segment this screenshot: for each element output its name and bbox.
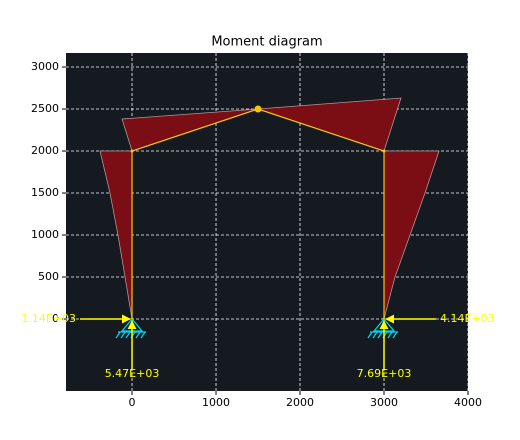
y-tick-label: 1500: [31, 186, 59, 199]
y-tick-label: 2000: [31, 144, 59, 157]
y-tick-label: 1000: [31, 228, 59, 241]
hinge: [254, 105, 262, 113]
reaction-label: 5.47E+03: [105, 367, 160, 380]
reaction-label: 7.69E+03: [357, 367, 412, 380]
support-hatch: [140, 331, 146, 339]
x-tick-label: 1000: [202, 396, 230, 409]
support-hatch: [377, 331, 383, 339]
node: [382, 149, 386, 153]
y-tick-label: 3000: [31, 60, 59, 73]
node: [130, 149, 134, 153]
support-hatch: [120, 331, 126, 339]
support-hatch: [125, 331, 131, 339]
x-tick-label: 4000: [454, 396, 482, 409]
support-hatch: [135, 331, 141, 339]
chart-title: Moment diagram: [211, 35, 322, 50]
support-hatch: [392, 331, 398, 339]
x-tick-label: 2000: [286, 396, 314, 409]
support-hatch: [115, 331, 121, 339]
support-hatch: [372, 331, 378, 339]
x-tick-label: 0: [129, 396, 136, 409]
reaction-label: 4.14E+03: [440, 312, 495, 325]
y-tick-label: 500: [38, 270, 59, 283]
support-hatch: [367, 331, 373, 339]
y-tick-label: 0: [52, 312, 59, 325]
y-tick-label: 2500: [31, 102, 59, 115]
support-hatch: [387, 331, 393, 339]
x-tick-label: 3000: [370, 396, 398, 409]
reaction-label: 1.14E+03: [21, 312, 76, 325]
